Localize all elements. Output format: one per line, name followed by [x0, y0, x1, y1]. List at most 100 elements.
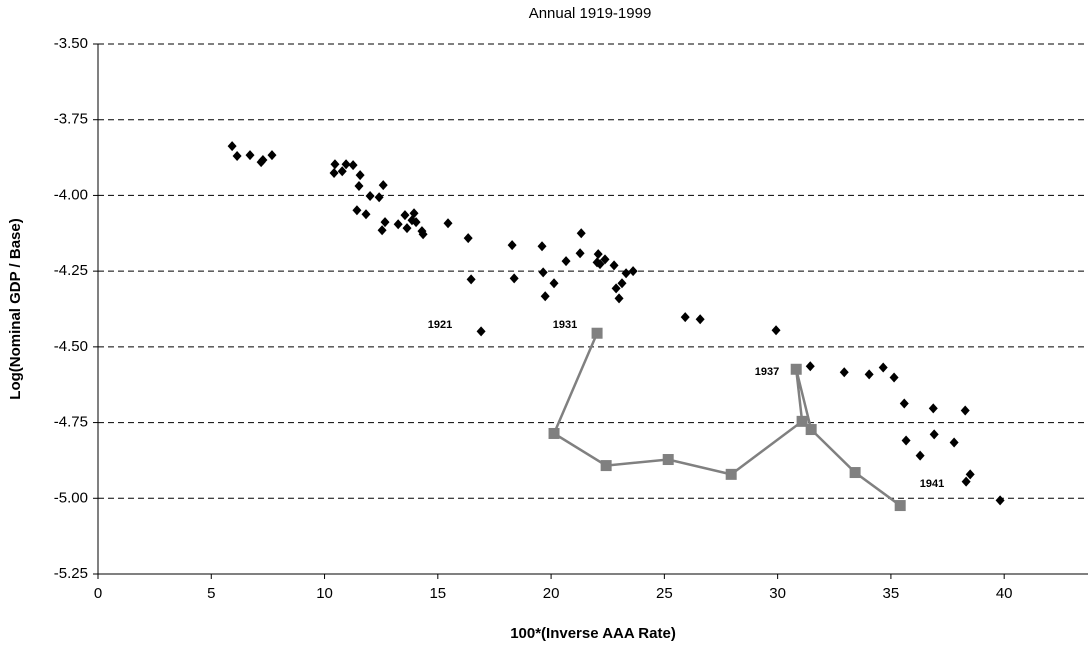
point	[878, 362, 888, 373]
point	[995, 495, 1005, 506]
annotation: 1937	[755, 366, 779, 378]
x-tick-label: 20	[543, 585, 560, 602]
point	[393, 219, 403, 230]
point	[549, 278, 559, 289]
point	[960, 405, 970, 416]
point	[621, 268, 631, 279]
point	[611, 283, 621, 294]
point	[330, 159, 340, 170]
x-tick-label: 10	[316, 585, 333, 602]
point	[466, 274, 476, 285]
x-tick-label: 5	[207, 585, 215, 602]
point	[725, 468, 737, 480]
point	[400, 210, 410, 221]
point	[402, 223, 412, 234]
point	[507, 240, 517, 251]
x-tick-label: 30	[769, 585, 786, 602]
x-tick-label: 15	[429, 585, 446, 602]
point	[463, 233, 473, 244]
point	[600, 460, 612, 472]
point	[662, 454, 674, 466]
point	[540, 291, 550, 302]
point	[341, 159, 351, 170]
point	[894, 500, 906, 512]
point	[365, 191, 375, 202]
annotation: 1931	[553, 319, 577, 331]
point	[355, 170, 365, 181]
point	[849, 467, 861, 479]
y-tick-label: -5.25	[54, 565, 88, 582]
point	[617, 278, 627, 289]
point	[889, 372, 899, 383]
y-tick-label: -5.00	[54, 489, 88, 506]
chart-title: Annual 1919-1999	[529, 5, 652, 22]
point	[374, 192, 384, 203]
point	[409, 208, 419, 219]
point	[901, 435, 911, 446]
point	[548, 427, 560, 439]
point	[575, 248, 585, 259]
y-tick-label: -4.50	[54, 338, 88, 355]
y-tick-label: -4.25	[54, 262, 88, 279]
point	[600, 254, 610, 265]
point	[899, 398, 909, 409]
point	[232, 151, 242, 162]
point	[628, 266, 638, 277]
point	[593, 249, 603, 260]
point	[267, 150, 277, 161]
x-tick-label: 35	[883, 585, 900, 602]
x-tick-label: 40	[996, 585, 1013, 602]
point	[378, 180, 388, 191]
point	[380, 217, 390, 228]
point	[949, 437, 959, 448]
point	[915, 450, 925, 461]
point	[965, 469, 975, 480]
point	[537, 241, 547, 252]
point	[609, 260, 619, 271]
point	[337, 166, 347, 177]
point	[476, 326, 486, 337]
point	[805, 424, 817, 436]
point	[352, 205, 362, 216]
point	[805, 361, 815, 372]
point	[576, 228, 586, 239]
point	[790, 363, 802, 375]
x-tick-label: 25	[656, 585, 673, 602]
y-tick-label: -3.50	[54, 35, 88, 52]
series-line	[552, 332, 901, 507]
point	[329, 168, 339, 179]
point	[864, 369, 874, 380]
point	[354, 181, 364, 192]
x-axis-title: 100*(Inverse AAA Rate)	[510, 625, 676, 642]
point	[361, 209, 371, 220]
point	[928, 403, 938, 414]
y-tick-label: -4.75	[54, 414, 88, 431]
annotation: 1921	[428, 319, 452, 331]
y-tick-label: -3.75	[54, 111, 88, 128]
point	[227, 141, 237, 152]
point	[411, 217, 421, 228]
point	[561, 256, 571, 267]
point	[443, 218, 453, 229]
y-tick-label: -4.00	[54, 186, 88, 203]
y-axis-title: Log(Nominal GDP / Base)	[7, 218, 24, 399]
point	[258, 154, 268, 165]
point	[929, 429, 939, 440]
point	[591, 327, 603, 339]
annotation: 1941	[920, 478, 944, 490]
point	[418, 229, 428, 240]
x-tick-label: 0	[94, 585, 102, 602]
point	[509, 273, 519, 284]
point	[680, 312, 690, 323]
point	[377, 225, 387, 236]
point	[538, 267, 548, 278]
point	[614, 293, 624, 304]
point	[961, 476, 971, 487]
point	[839, 367, 849, 378]
point	[595, 259, 605, 270]
point	[245, 150, 255, 161]
point	[771, 325, 781, 336]
point	[348, 160, 358, 171]
point	[695, 314, 705, 325]
